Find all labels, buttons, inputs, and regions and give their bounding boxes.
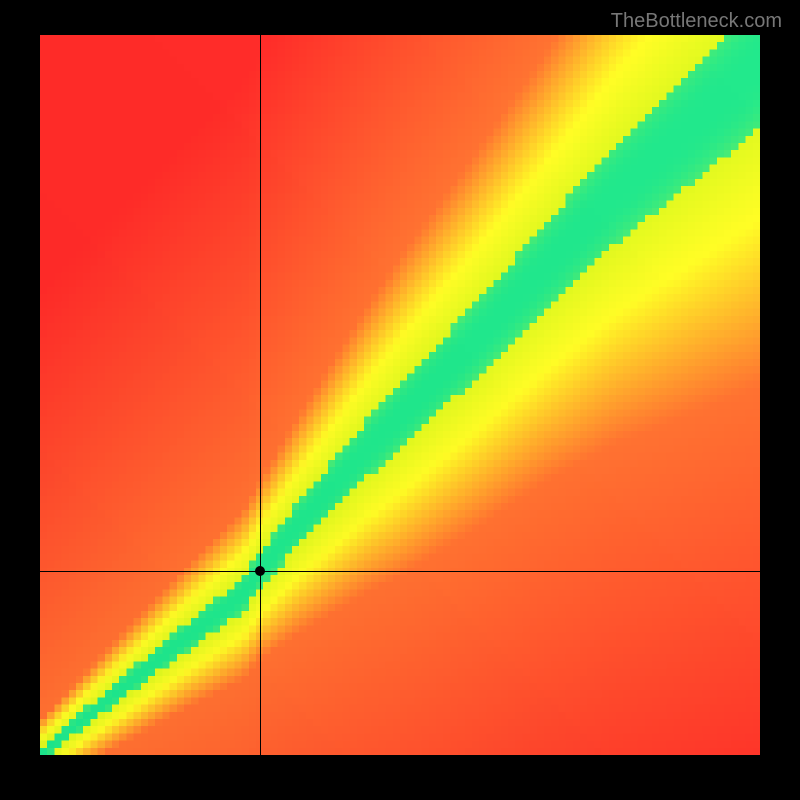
chart-frame: [40, 35, 760, 755]
crosshair-horizontal: [40, 571, 760, 572]
heatmap-canvas: [40, 35, 760, 755]
crosshair-vertical: [260, 35, 261, 755]
marker-point: [255, 566, 265, 576]
watermark-text: TheBottleneck.com: [611, 10, 782, 33]
